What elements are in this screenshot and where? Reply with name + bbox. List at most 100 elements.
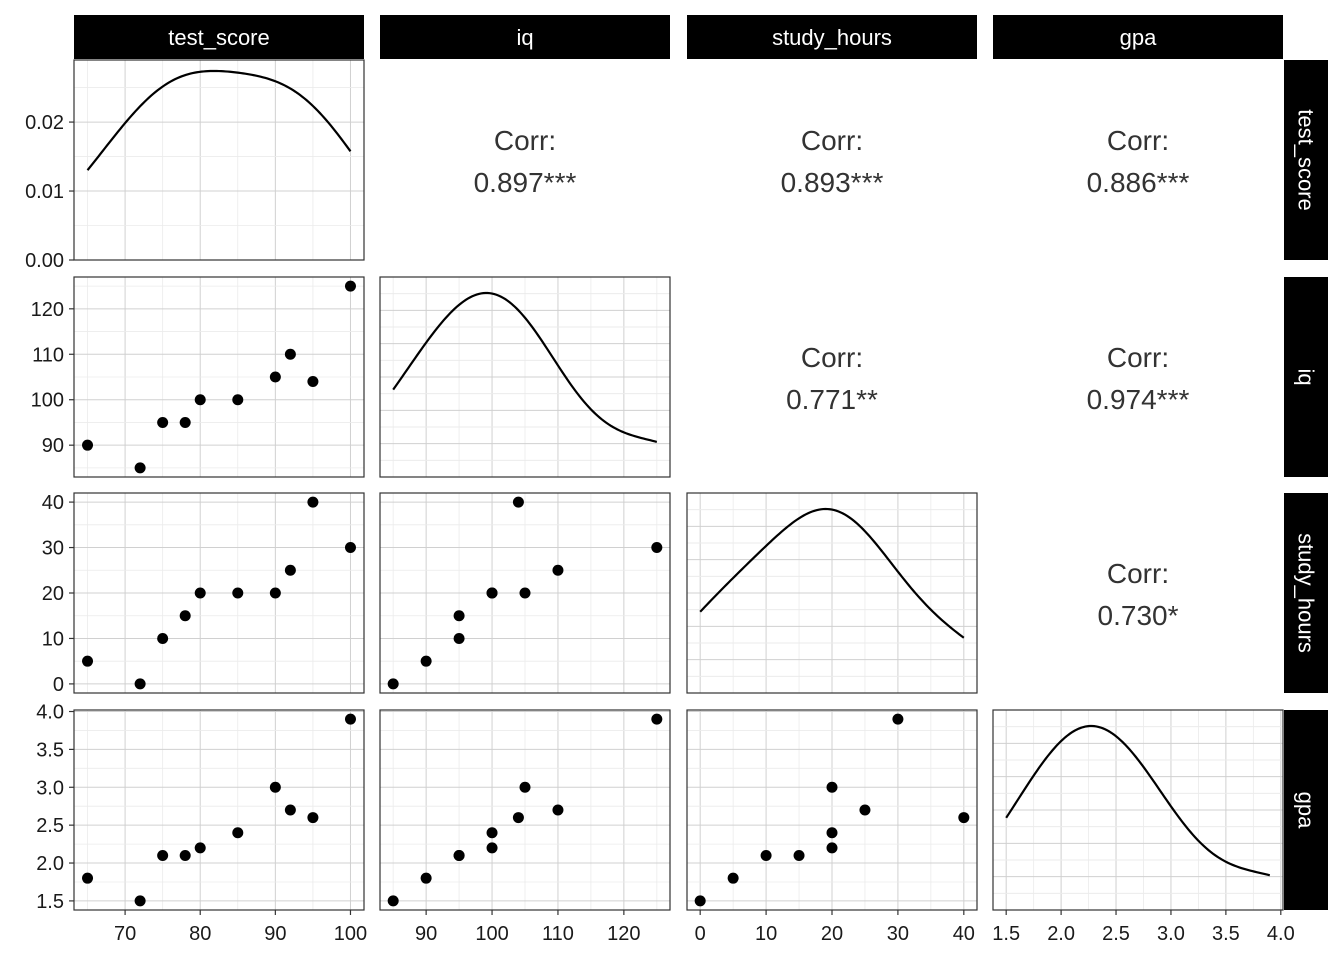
scatter-point bbox=[194, 842, 206, 854]
x-tick-label-iq: 100 bbox=[475, 923, 508, 945]
x-tick-label-iq: 120 bbox=[607, 923, 640, 945]
y-tick-label-test_score: 0.02 bbox=[25, 112, 64, 134]
x-tick-label-gpa: 2.0 bbox=[1047, 923, 1075, 945]
scatter-point bbox=[519, 587, 531, 599]
scatter-point bbox=[157, 849, 169, 861]
scatter-point bbox=[157, 416, 169, 428]
scatter-point bbox=[694, 895, 706, 907]
density-curve-gpa bbox=[1005, 724, 1271, 877]
corr-value-iq-study_hours: 0.771** bbox=[786, 384, 878, 415]
scatter-point bbox=[826, 781, 838, 793]
panel-border-test_score-test_score bbox=[73, 59, 365, 261]
scatter-point bbox=[179, 416, 191, 428]
scatter-point bbox=[194, 394, 206, 406]
scatter-point bbox=[793, 849, 805, 861]
scatter-point bbox=[344, 542, 356, 554]
scatter-point bbox=[232, 827, 244, 839]
x-tick-label-study_hours: 40 bbox=[953, 923, 975, 945]
density-curve-study_hours bbox=[699, 507, 965, 639]
scatter-point bbox=[82, 872, 94, 884]
scatter-point bbox=[760, 849, 772, 861]
panel-bg-gpa-test_score bbox=[74, 710, 364, 910]
corr-label-iq-gpa: Corr: bbox=[1107, 342, 1169, 373]
facet-strip-label-iq: iq bbox=[516, 25, 533, 50]
x-tick-label-study_hours: 10 bbox=[755, 923, 777, 945]
corr-label-iq-study_hours: Corr: bbox=[801, 342, 863, 373]
scatter-point bbox=[232, 394, 244, 406]
x-tick-label-test_score: 90 bbox=[264, 923, 286, 945]
facet-strip-label-gpa: gpa bbox=[1120, 25, 1157, 50]
scatter-point bbox=[82, 439, 94, 451]
row-strip-test_score bbox=[1284, 60, 1328, 260]
scatter-point bbox=[179, 849, 191, 861]
y-tick-label-gpa: 2.5 bbox=[36, 815, 64, 837]
y-tick-label-study_hours: 30 bbox=[42, 538, 64, 560]
y-tick-label-gpa: 2.0 bbox=[36, 853, 64, 875]
row-strip-label-gpa: gpa bbox=[1294, 792, 1319, 829]
x-tick-label-study_hours: 20 bbox=[821, 923, 843, 945]
facet-strip-iq bbox=[380, 15, 670, 59]
scatter-point bbox=[859, 804, 871, 816]
x-tick-label-iq: 90 bbox=[415, 923, 437, 945]
corr-value-test_score-gpa: 0.886*** bbox=[1087, 167, 1190, 198]
y-tick-label-gpa: 3.0 bbox=[36, 777, 64, 799]
corr-label-test_score-gpa: Corr: bbox=[1107, 125, 1169, 156]
density-curve-test_score bbox=[86, 69, 352, 171]
scatter-point bbox=[284, 804, 296, 816]
x-tick-label-gpa: 3.5 bbox=[1212, 923, 1240, 945]
x-tick-label-gpa: 3.0 bbox=[1157, 923, 1185, 945]
scatter-point bbox=[179, 610, 191, 622]
y-tick-label-study_hours: 20 bbox=[42, 583, 64, 605]
scatter-point bbox=[892, 713, 904, 725]
x-tick-label-gpa: 2.5 bbox=[1102, 923, 1130, 945]
facet-strip-test_score bbox=[74, 15, 364, 59]
panel-border-gpa-test_score bbox=[73, 709, 365, 911]
scatter-point bbox=[134, 895, 146, 907]
scatter-point bbox=[387, 678, 399, 690]
y-tick-label-test_score: 0.01 bbox=[25, 181, 64, 203]
scatter-point bbox=[420, 872, 432, 884]
corr-value-test_score-study_hours: 0.893*** bbox=[781, 167, 884, 198]
panel-border-study_hours-study_hours bbox=[686, 492, 978, 694]
x-tick-label-study_hours: 0 bbox=[695, 923, 706, 945]
x-tick-label-test_score: 100 bbox=[334, 923, 367, 945]
scatter-point bbox=[552, 804, 564, 816]
scatter-point bbox=[82, 655, 94, 667]
y-tick-label-gpa: 4.0 bbox=[36, 702, 64, 724]
y-tick-label-test_score: 0.00 bbox=[25, 250, 64, 272]
row-strip-study_hours bbox=[1284, 493, 1328, 693]
scatter-point bbox=[651, 713, 663, 725]
facet-strip-study_hours bbox=[687, 15, 977, 59]
row-strip-iq bbox=[1284, 277, 1328, 477]
scatter-point bbox=[727, 872, 739, 884]
scatter-point bbox=[344, 713, 356, 725]
scatter-point bbox=[157, 632, 169, 644]
y-tick-label-iq: 110 bbox=[32, 344, 64, 366]
corr-label-test_score-study_hours: Corr: bbox=[801, 125, 863, 156]
row-strip-gpa bbox=[1284, 710, 1328, 910]
panel-border-gpa-iq bbox=[379, 709, 671, 911]
scatter-point bbox=[344, 280, 356, 292]
scatter-point bbox=[512, 812, 524, 824]
scatter-point bbox=[269, 781, 281, 793]
x-tick-label-gpa: 4.0 bbox=[1267, 923, 1295, 945]
scatter-point bbox=[486, 827, 498, 839]
y-tick-label-iq: 100 bbox=[31, 390, 64, 412]
panel-border-gpa-gpa bbox=[992, 709, 1284, 911]
scatter-point bbox=[826, 842, 838, 854]
row-strip-label-test_score: test_score bbox=[1294, 109, 1319, 211]
panel-border-study_hours-iq bbox=[379, 492, 671, 694]
row-strip-label-study_hours: study_hours bbox=[1294, 533, 1319, 653]
scatter-point bbox=[284, 348, 296, 360]
x-tick-label-gpa: 1.5 bbox=[992, 923, 1020, 945]
y-tick-label-gpa: 3.5 bbox=[36, 739, 64, 761]
panel-border-iq-test_score bbox=[73, 276, 365, 478]
scatter-point bbox=[269, 371, 281, 383]
corr-value-study_hours-gpa: 0.730* bbox=[1098, 600, 1179, 631]
y-tick-label-iq: 120 bbox=[31, 299, 64, 321]
scatter-point bbox=[307, 496, 319, 508]
density-curve-iq bbox=[392, 291, 658, 443]
scatter-point bbox=[826, 827, 838, 839]
y-tick-label-iq: 90 bbox=[42, 435, 64, 457]
